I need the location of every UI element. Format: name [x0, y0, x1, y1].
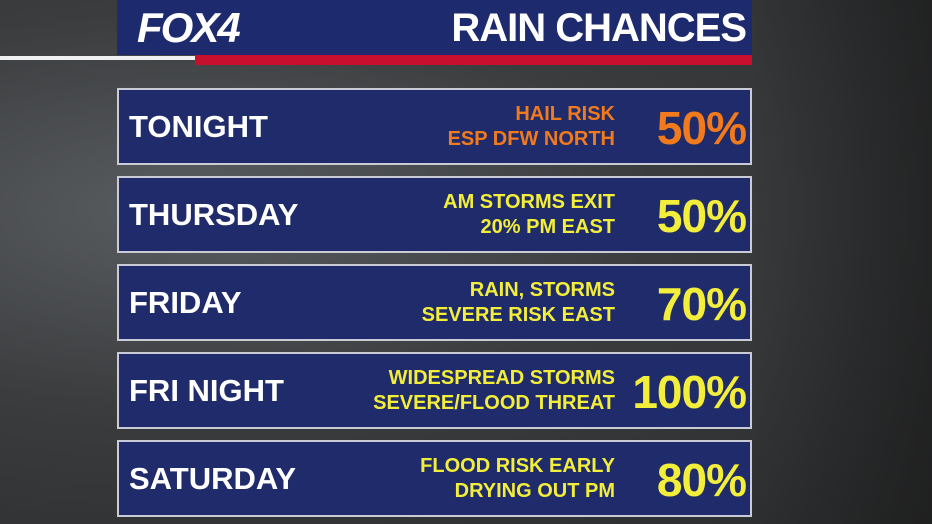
- forecast-row: THURSDAY AM STORMS EXIT 20% PM EAST 50%: [117, 176, 752, 253]
- rain-chance: 80%: [656, 454, 747, 506]
- notes: WIDESPREAD STORMS SEVERE/FLOOD THREAT: [373, 366, 615, 416]
- red-stripe: [195, 55, 752, 65]
- day-label: TONIGHT: [129, 109, 268, 144]
- rain-chance: 70%: [656, 278, 747, 330]
- white-line: [0, 56, 195, 60]
- note-line: WIDESPREAD STORMS: [388, 367, 615, 389]
- title: RAIN CHANCES: [451, 6, 747, 50]
- background-shade: [752, 0, 932, 524]
- day-label: SATURDAY: [129, 461, 297, 496]
- forecast-row: SATURDAY FLOOD RISK EARLY DRYING OUT PM 80%: [117, 440, 752, 517]
- note-line: SEVERE RISK EAST: [421, 304, 615, 326]
- day-label: FRI NIGHT: [129, 373, 284, 408]
- notes: RAIN, STORMS SEVERE RISK EAST: [422, 278, 615, 328]
- note-line: ESP DFW NORTH: [447, 128, 615, 150]
- forecast-row: TONIGHT HAIL RISK ESP DFW NORTH 50%: [117, 88, 752, 165]
- note-line: FLOOD RISK EARLY: [420, 455, 615, 477]
- notes: FLOOD RISK EARLY DRYING OUT PM: [420, 454, 615, 504]
- rain-chance: 100%: [632, 366, 747, 418]
- notes: HAIL RISK ESP DFW NORTH: [448, 102, 615, 152]
- day-label: FRIDAY: [129, 285, 242, 320]
- note-line: SEVERE/FLOOD THREAT: [373, 392, 615, 414]
- logo: FOX4: [137, 4, 241, 51]
- header-bar: FOX4 RAIN CHANCES: [117, 0, 752, 55]
- rain-chance: 50%: [656, 190, 747, 242]
- forecast-row: FRI NIGHT WIDESPREAD STORMS SEVERE/FLOOD T…: [117, 352, 752, 429]
- day-label: THURSDAY: [129, 197, 299, 232]
- notes: AM STORMS EXIT 20% PM EAST: [443, 190, 615, 240]
- forecast-row: FRIDAY RAIN, STORMS SEVERE RISK EAST 70%: [117, 264, 752, 341]
- note-line: HAIL RISK: [515, 103, 615, 125]
- rain-chance: 50%: [656, 102, 747, 154]
- note-line: DRYING OUT PM: [454, 480, 615, 502]
- note-line: RAIN, STORMS: [469, 279, 615, 301]
- note-line: 20% PM EAST: [480, 216, 615, 238]
- note-line: AM STORMS EXIT: [443, 191, 615, 213]
